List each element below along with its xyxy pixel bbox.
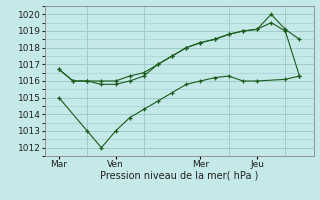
X-axis label: Pression niveau de la mer( hPa ): Pression niveau de la mer( hPa ) <box>100 171 258 181</box>
